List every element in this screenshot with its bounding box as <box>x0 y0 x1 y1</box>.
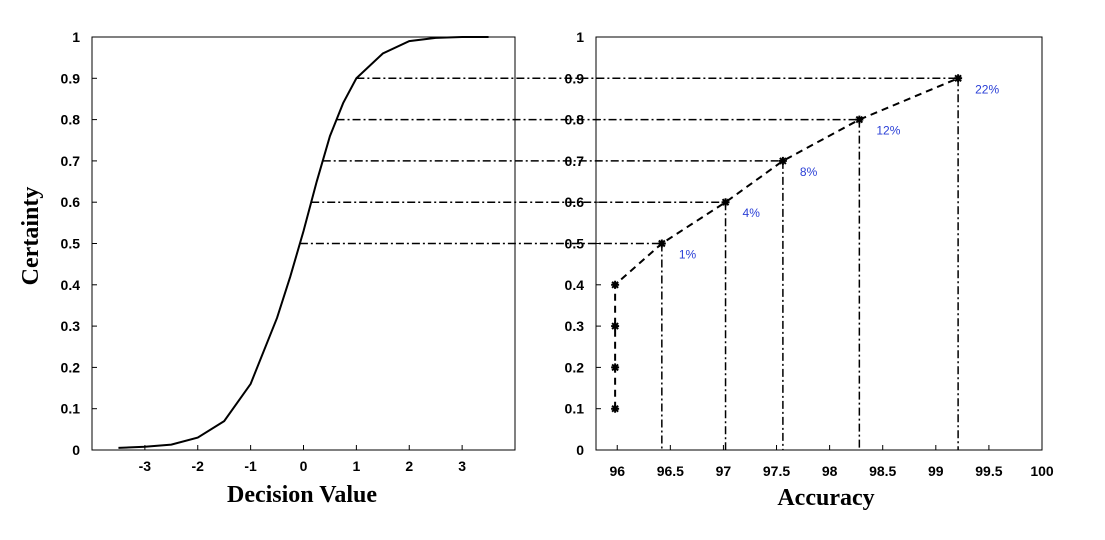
right-x-tick-label: 97.5 <box>763 463 790 479</box>
left-y-axis-title: Certainty <box>18 187 44 286</box>
right-x-tick-label: 99 <box>928 463 944 479</box>
percentage-label: 22% <box>975 82 999 96</box>
data-point-marker <box>611 322 620 331</box>
left-y-tick-label: 0.1 <box>61 401 81 417</box>
right-y-tick-label: 1 <box>576 29 584 45</box>
left-y-tick-label: 0.5 <box>61 236 81 252</box>
right-y-tick-label: 0.2 <box>565 359 585 375</box>
right-x-tick-label: 98.5 <box>869 463 896 479</box>
right-x-tick-label: 96.5 <box>657 463 684 479</box>
right-x-tick-label: 96 <box>609 463 625 479</box>
right-x-tick-label: 98 <box>822 463 838 479</box>
percentage-label: 8% <box>800 165 818 179</box>
percentage-label: 4% <box>743 206 761 220</box>
right-x-axis-title: Accuracy <box>777 485 874 511</box>
data-point-marker <box>855 115 864 124</box>
percentage-label: 12% <box>876 124 900 138</box>
data-point-marker <box>954 74 963 83</box>
right-y-tick-label: 0.8 <box>565 112 585 128</box>
right-x-tick-label: 100 <box>1030 463 1054 479</box>
left-y-tick-label: 0 <box>72 442 80 458</box>
data-point-marker <box>721 198 730 207</box>
left-x-tick-label: 3 <box>458 458 466 474</box>
left-y-tick-label: 0.4 <box>61 277 81 293</box>
sigmoid-curve <box>118 36 489 449</box>
left-x-tick-label: 0 <box>300 458 308 474</box>
left-y-tick-label: 1 <box>72 29 80 45</box>
left-y-tick-label: 0.8 <box>61 112 81 128</box>
left-x-tick-label: 1 <box>352 458 360 474</box>
left-x-tick-label: 2 <box>405 458 413 474</box>
connector-lines <box>299 77 959 245</box>
left-chart: 0 0.1 0.2 0.3 0.4 0.5 0.6 0.7 0.8 0.9 1 -3 -2 -1 0 1 2 3 <box>61 29 516 474</box>
left-y-tick-label: 0.2 <box>61 359 81 375</box>
left-y-tick-label: 0.3 <box>61 318 81 334</box>
percentage-label: 1% <box>679 248 697 262</box>
left-x-tick-label: -3 <box>139 458 152 474</box>
right-x-tick-label: 99.5 <box>975 463 1002 479</box>
right-y-tick-label: 0.1 <box>565 401 585 417</box>
left-y-tick-label: 0.6 <box>61 194 81 210</box>
left-x-tick-label: -2 <box>192 458 205 474</box>
accuracy-curve <box>614 77 959 409</box>
right-x-tick-label: 97 <box>716 463 732 479</box>
data-point-marker <box>611 363 620 372</box>
data-point-marker <box>611 404 620 413</box>
left-x-tick-label: -1 <box>244 458 257 474</box>
right-y-tick-label: 0.9 <box>565 70 585 86</box>
data-point-marker <box>657 239 666 248</box>
right-y-tick-label: 0.4 <box>565 277 585 293</box>
right-y-tick-label: 0 <box>576 442 584 458</box>
left-x-axis-title: Decision Value <box>227 482 377 508</box>
left-y-tick-label: 0.7 <box>61 153 81 169</box>
right-y-tick-label: 0.3 <box>565 318 585 334</box>
left-y-tick-label: 0.9 <box>61 70 81 86</box>
data-point-marker <box>611 280 620 289</box>
